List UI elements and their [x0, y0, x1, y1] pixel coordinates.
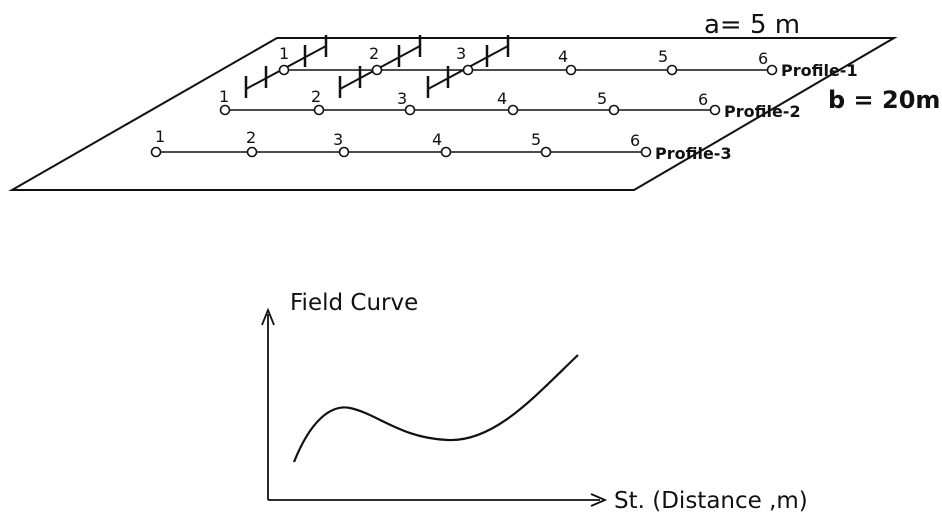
graph-title: Field Curve	[290, 290, 418, 316]
spacing-a-label: a= 5 m	[704, 10, 800, 40]
station-marker	[766, 64, 778, 76]
station-label: 2	[311, 87, 321, 106]
station-label: 3	[456, 44, 466, 63]
station-marker	[219, 104, 231, 116]
station-label: 6	[758, 49, 768, 68]
station-marker	[371, 64, 383, 76]
station-marker	[150, 146, 162, 158]
y-axis-arrow	[261, 307, 275, 326]
station-label: 5	[597, 89, 607, 108]
profile-1-label: Profile-1	[781, 61, 858, 80]
station-marker	[338, 146, 350, 158]
field-curve-graph: Field Curve St. (Distance ,m)	[261, 290, 808, 514]
station-marker	[540, 146, 552, 158]
station-label: 4	[432, 130, 442, 149]
station-marker	[440, 146, 452, 158]
station-label: 5	[658, 47, 668, 66]
station-label: 2	[246, 128, 256, 147]
profile-3-stations: 1 2 3 4 5 6 Profile-3	[150, 127, 732, 163]
station-marker	[246, 146, 258, 158]
x-axis-label: St. (Distance ,m)	[614, 488, 808, 514]
ground-plane	[8, 37, 898, 191]
station-marker	[507, 104, 519, 116]
profile-2-stations: 1 2 3 4 5 6 Profile-2	[219, 87, 801, 121]
station-label: 5	[531, 130, 541, 149]
station-marker	[462, 64, 474, 76]
station-label: 1	[155, 127, 165, 146]
station-label: 4	[558, 47, 568, 66]
station-label: 3	[333, 130, 343, 149]
field-curve	[292, 354, 579, 463]
station-label: 6	[698, 90, 708, 109]
station-marker	[404, 104, 416, 116]
station-label: 4	[497, 89, 507, 108]
station-marker	[565, 64, 577, 76]
x-axis-arrow	[590, 493, 608, 507]
station-marker	[608, 104, 620, 116]
station-marker	[666, 64, 678, 76]
spacing-b-label: b = 20m	[828, 86, 940, 114]
station-label: 1	[219, 87, 229, 106]
station-label: 2	[369, 44, 379, 63]
profile-3-label: Profile-3	[655, 144, 732, 163]
station-marker	[640, 146, 652, 158]
profile-2-label: Profile-2	[724, 102, 801, 121]
station-marker	[709, 104, 721, 116]
station-label: 1	[279, 44, 289, 63]
profile-1-stations: 1 2 3 4 5 6 Profile-1	[278, 44, 858, 80]
station-marker	[278, 64, 290, 76]
station-marker	[313, 104, 325, 116]
station-label: 3	[397, 89, 407, 108]
station-label: 6	[630, 131, 640, 150]
